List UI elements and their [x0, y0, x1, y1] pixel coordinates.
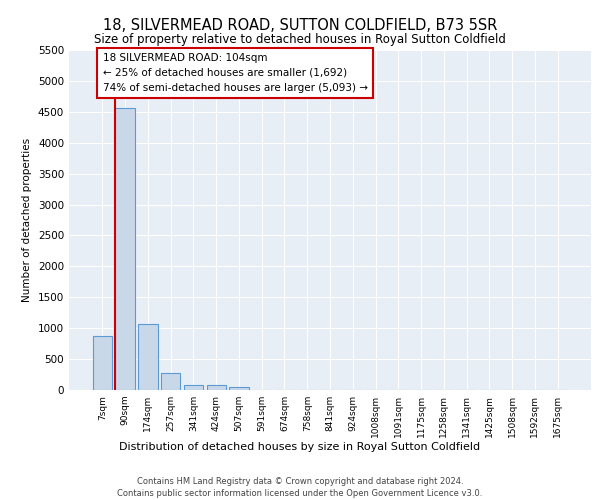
Bar: [138, 324, 158, 390]
Text: 18 SILVERMEAD ROAD: 104sqm
← 25% of detached houses are smaller (1,692)
74% of s: 18 SILVERMEAD ROAD: 104sqm ← 25% of deta…: [103, 53, 368, 92]
Y-axis label: Number of detached properties: Number of detached properties: [22, 138, 32, 302]
Bar: [161, 372, 181, 390]
Text: Distribution of detached houses by size in Royal Sutton Coldfield: Distribution of detached houses by size …: [119, 442, 481, 452]
Bar: [115, 108, 135, 390]
Text: Size of property relative to detached houses in Royal Sutton Coldfield: Size of property relative to detached ho…: [94, 32, 506, 46]
Text: 18, SILVERMEAD ROAD, SUTTON COLDFIELD, B73 5SR: 18, SILVERMEAD ROAD, SUTTON COLDFIELD, B…: [103, 18, 497, 32]
Bar: [206, 385, 226, 390]
Text: Contains public sector information licensed under the Open Government Licence v3: Contains public sector information licen…: [118, 489, 482, 498]
Bar: [184, 385, 203, 390]
Bar: [229, 387, 248, 390]
Bar: [93, 336, 112, 390]
Text: Contains HM Land Registry data © Crown copyright and database right 2024.: Contains HM Land Registry data © Crown c…: [137, 478, 463, 486]
